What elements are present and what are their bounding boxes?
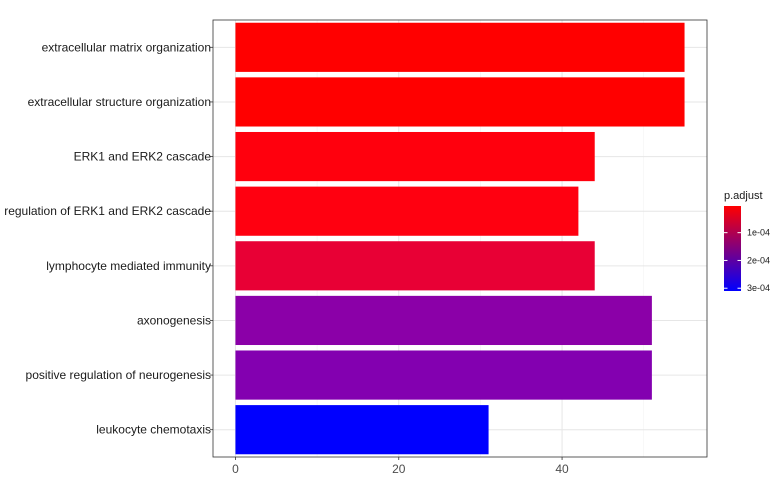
bars <box>235 22 685 455</box>
category-label: lymphocyte mediated immunity <box>46 259 211 273</box>
x-axis: 0 20 40 <box>232 457 569 476</box>
category-label: positive regulation of neurogenesis <box>26 368 211 382</box>
category-label: axonogenesis <box>137 313 211 327</box>
legend-title: p.adjust <box>724 190 763 202</box>
category-label: extracellular matrix organization <box>42 40 211 54</box>
bar <box>235 22 685 72</box>
bar <box>235 241 595 291</box>
x-tick-label: 20 <box>392 462 406 476</box>
bar <box>235 77 685 127</box>
y-axis: extracellular matrix organization extrace… <box>4 40 213 437</box>
legend-colorbar <box>724 206 741 291</box>
panel-border <box>212 19 708 458</box>
legend-tick-label: 2e-04 <box>747 255 770 265</box>
legend-ticks: 1e-04 2e-04 3e-04 <box>724 228 770 293</box>
bar <box>235 350 652 400</box>
category-label: extracellular structure organization <box>28 95 211 109</box>
category-label: ERK1 and ERK2 cascade <box>74 150 212 164</box>
category-label: leukocyte chemotaxis <box>96 423 211 437</box>
x-tick-label: 0 <box>232 462 239 476</box>
bar <box>235 405 489 455</box>
legend-tick-label: 3e-04 <box>747 283 770 293</box>
bar <box>235 295 652 346</box>
x-tick-label: 40 <box>555 462 569 476</box>
category-label: regulation of ERK1 and ERK2 cascade <box>4 204 211 218</box>
legend-tick-label: 1e-04 <box>747 228 770 238</box>
bar <box>235 131 595 182</box>
legend: p.adjust 1e-04 2e-04 3e-04 <box>724 190 770 293</box>
bar <box>235 186 579 236</box>
